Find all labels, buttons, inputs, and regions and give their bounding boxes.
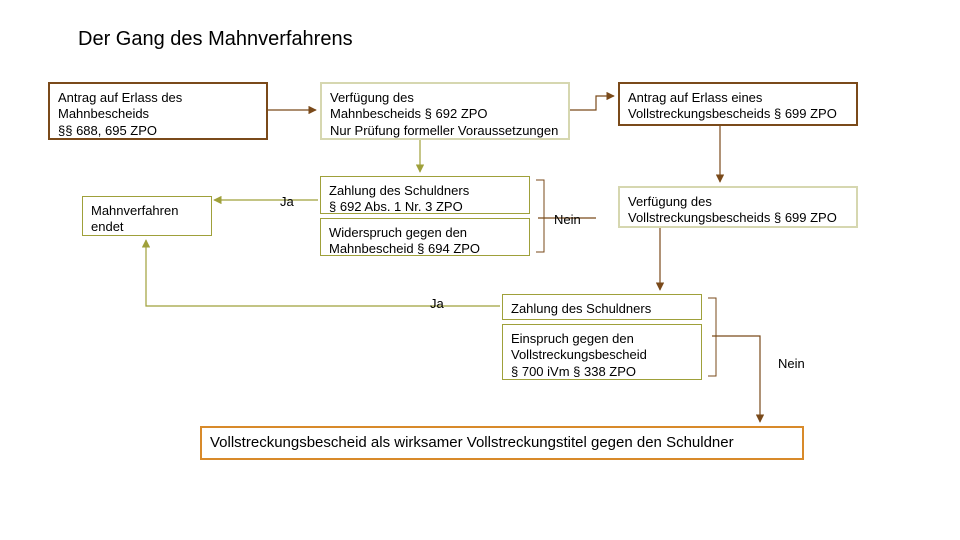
label-ja2: Ja: [430, 296, 444, 311]
edge-8: [712, 336, 760, 422]
label-ja1: Ja: [280, 194, 294, 209]
edge-1: [570, 96, 614, 110]
node-n7: Verfügung desVollstreckungsbescheids § 6…: [618, 186, 858, 228]
node-n4: Zahlung des Schuldners§ 692 Abs. 1 Nr. 3…: [320, 176, 530, 214]
node-n2: Verfügung desMahnbescheids § 692 ZPONur …: [320, 82, 570, 140]
node-n9: Einspruch gegen denVollstreckungsbeschei…: [502, 324, 702, 380]
node-n3: Antrag auf Erlass einesVollstreckungsbes…: [618, 82, 858, 126]
node-n5: Widerspruch gegen denMahnbescheid § 694 …: [320, 218, 530, 256]
node-n10: Vollstreckungsbescheid als wirksamer Vol…: [200, 426, 804, 460]
label-nein1: Nein: [554, 212, 581, 227]
label-nein2: Nein: [778, 356, 805, 371]
node-n1: Antrag auf Erlass desMahnbescheids§§ 688…: [48, 82, 268, 140]
node-n8: Zahlung des Schuldners: [502, 294, 702, 320]
node-n6: Mahnverfahrenendet: [82, 196, 212, 236]
